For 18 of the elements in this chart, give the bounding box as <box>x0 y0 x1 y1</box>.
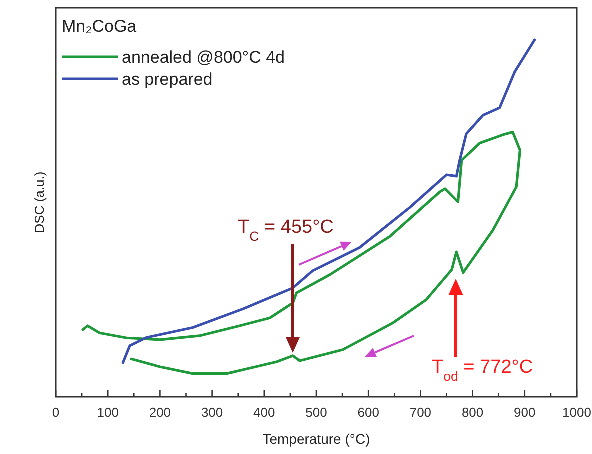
y-axis-title: DSC (a.u.) <box>32 172 47 234</box>
x-tick-label: 1000 <box>562 405 592 420</box>
x-tick-label: 200 <box>149 405 172 420</box>
legend-label: as prepared <box>122 70 213 89</box>
x-tick-label: 500 <box>306 405 328 420</box>
x-axis-title: Temperature (°C) <box>262 431 370 447</box>
x-tick-label: 700 <box>410 405 432 420</box>
x-tick-label: 0 <box>52 405 60 420</box>
x-tick-label: 800 <box>462 405 484 420</box>
legend-title: Mn₂CoGa <box>62 17 138 36</box>
x-tick-label: 100 <box>97 405 119 420</box>
annotation: T$_{C}$ = 455°C <box>238 217 334 244</box>
x-tick-label: 900 <box>514 405 536 420</box>
x-tick-label: 300 <box>201 405 224 420</box>
legend-label: annealed @800°C 4d <box>122 48 286 67</box>
x-tick-label: 400 <box>254 405 276 420</box>
x-tick-label: 600 <box>358 405 380 420</box>
annotation: T$_{od}$ = 772°C <box>432 357 534 384</box>
